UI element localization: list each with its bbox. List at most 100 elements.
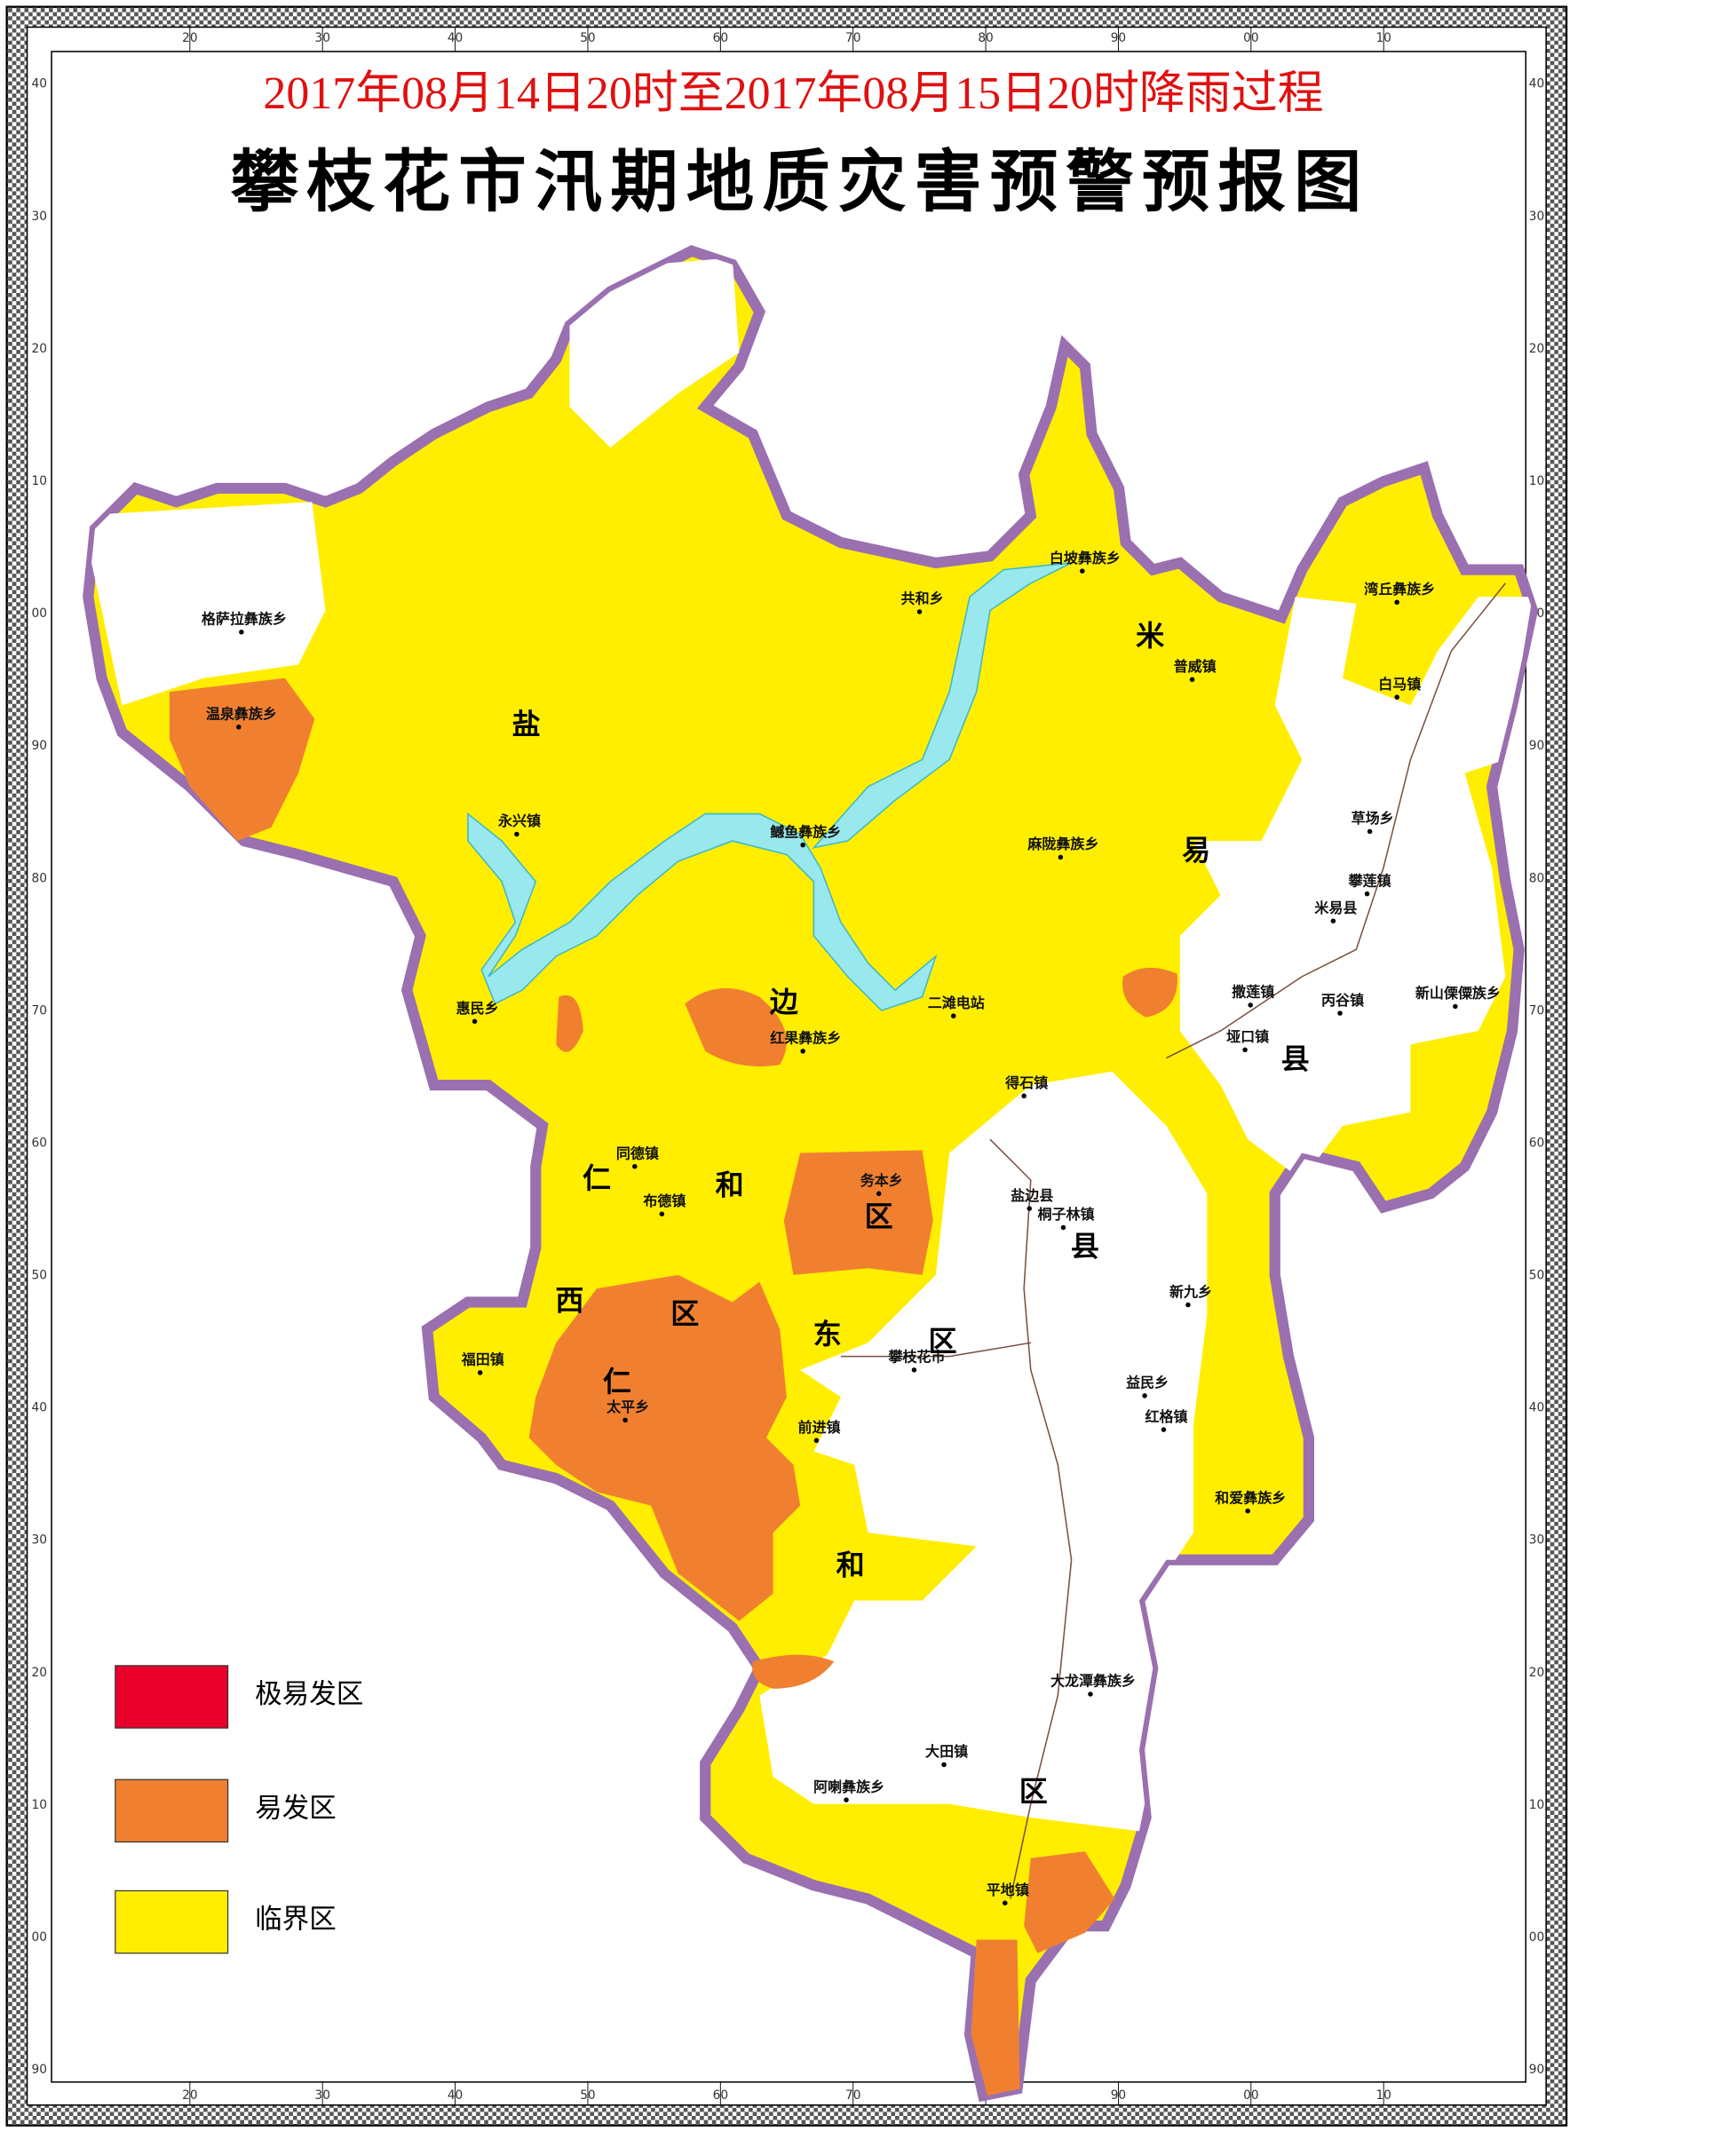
legend-label: 临界区 bbox=[255, 1905, 337, 1936]
place-dot bbox=[1337, 1010, 1343, 1016]
tick-label: 60 bbox=[1529, 1136, 1544, 1150]
place-dot bbox=[1027, 1206, 1033, 1211]
place-dot bbox=[844, 1797, 849, 1802]
tick-label: 30 bbox=[32, 210, 47, 224]
tick-label: 70 bbox=[32, 1003, 47, 1018]
district-label: 东 bbox=[813, 1318, 842, 1351]
place-label: 格萨拉彝族乡 bbox=[202, 611, 287, 628]
place-dot bbox=[1330, 918, 1336, 923]
place-label: 鳡鱼彝族乡 bbox=[770, 823, 841, 840]
place-dot bbox=[236, 725, 242, 730]
tick-label: 00 bbox=[32, 606, 47, 621]
tick-label: 90 bbox=[32, 739, 47, 753]
place-label: 惠民乡 bbox=[456, 1000, 499, 1017]
place-dot bbox=[1364, 891, 1370, 897]
place-dot bbox=[941, 1762, 947, 1768]
district-label: 易 bbox=[1182, 833, 1210, 867]
safe-zone bbox=[88, 502, 326, 706]
tick-label: 20 bbox=[32, 1666, 47, 1680]
safe-zone bbox=[1179, 597, 1533, 1180]
place-dot bbox=[911, 1367, 917, 1373]
tick-label: 20 bbox=[32, 342, 47, 356]
place-label: 红格镇 bbox=[1145, 1408, 1187, 1425]
prone-zone bbox=[971, 1939, 1020, 2096]
place-label: 攀枝花市 bbox=[887, 1349, 945, 1366]
place-label: 新山傈僳族乡 bbox=[1415, 985, 1501, 1002]
district-label: 边 bbox=[770, 985, 799, 1018]
place-dot bbox=[514, 831, 519, 837]
prone-zone bbox=[783, 1150, 933, 1275]
safe-zone bbox=[569, 257, 740, 448]
tick-label: 10 bbox=[1529, 474, 1544, 488]
place-label: 大龙潭彝族乡 bbox=[1050, 1673, 1136, 1690]
safe-zone bbox=[759, 1071, 1208, 1832]
place-dot bbox=[950, 1013, 956, 1018]
legend-label: 易发区 bbox=[255, 1793, 337, 1824]
legend-swatch bbox=[115, 1665, 229, 1729]
place-label: 永兴镇 bbox=[497, 812, 541, 829]
tick-label: 30 bbox=[1529, 210, 1544, 224]
region bbox=[82, 251, 1533, 2096]
district-label: 县 bbox=[1281, 1042, 1310, 1076]
tick-label: 30 bbox=[32, 1533, 47, 1548]
place-label: 湾丘彝族乡 bbox=[1364, 581, 1435, 598]
place-label: 同德镇 bbox=[616, 1145, 659, 1161]
tick-label: 40 bbox=[32, 1401, 47, 1415]
district-label: 区 bbox=[670, 1297, 699, 1331]
place-dot bbox=[472, 1018, 478, 1025]
place-label: 阿喇彝族乡 bbox=[813, 1779, 884, 1795]
district-label: 仁 bbox=[603, 1365, 631, 1398]
prone-zone bbox=[685, 987, 787, 1067]
place-dot bbox=[1189, 677, 1195, 683]
place-dot bbox=[1394, 599, 1399, 605]
place-label: 垭口镇 bbox=[1226, 1028, 1269, 1045]
place-label: 得石镇 bbox=[1004, 1074, 1048, 1091]
place-dot bbox=[800, 1049, 805, 1054]
place-label: 大田镇 bbox=[925, 1743, 968, 1760]
prone-zone bbox=[1024, 1851, 1115, 1953]
place-label: 红果彝族乡 bbox=[770, 1030, 841, 1047]
place-dot bbox=[1060, 1224, 1066, 1231]
prone-zone bbox=[1122, 967, 1177, 1018]
place-label: 白马镇 bbox=[1378, 676, 1421, 693]
tick-label: 60 bbox=[32, 1136, 47, 1150]
place-label: 和爱彝族乡 bbox=[1215, 1489, 1286, 1506]
place-label: 务本乡 bbox=[860, 1172, 903, 1189]
place-label: 普威镇 bbox=[1174, 658, 1217, 675]
tick-label: 00 bbox=[1529, 1930, 1544, 1945]
place-label: 前进镇 bbox=[797, 1419, 840, 1436]
tick-label: 40 bbox=[1529, 1401, 1544, 1415]
place-label: 白坡彝族乡 bbox=[1050, 550, 1121, 566]
zones bbox=[88, 257, 1533, 1832]
tick-label: 50 bbox=[1529, 1269, 1544, 1283]
tick-label: 90 bbox=[1529, 739, 1544, 753]
place-dot bbox=[876, 1191, 882, 1197]
tick-label: 10 bbox=[32, 474, 47, 488]
tick-label: 20 bbox=[1529, 342, 1544, 356]
place-dot bbox=[1242, 1047, 1248, 1053]
tick-label: 80 bbox=[32, 871, 47, 885]
place-label: 新九乡 bbox=[1169, 1283, 1212, 1300]
tick-label: 40 bbox=[1529, 77, 1544, 91]
place-label: 草场乡 bbox=[1352, 810, 1394, 827]
tick-label: 40 bbox=[32, 77, 47, 91]
tick-label: 30 bbox=[1529, 1533, 1544, 1548]
tick-label: 90 bbox=[32, 2063, 47, 2077]
legend-label: 极易发区 bbox=[255, 1679, 363, 1710]
place-dot bbox=[1394, 694, 1399, 700]
place-label: 米易县 bbox=[1314, 899, 1357, 916]
place-dot bbox=[1161, 1427, 1167, 1432]
place-label: 布德镇 bbox=[643, 1192, 686, 1209]
title: 2017年08月14日20时至2017年08月15日20时降雨过程 bbox=[263, 68, 1323, 119]
district-label: 和 bbox=[836, 1548, 865, 1581]
road bbox=[840, 582, 1506, 1899]
prone-zone bbox=[169, 677, 315, 842]
district-label: 盐 bbox=[512, 707, 541, 741]
place-dot bbox=[1453, 1003, 1458, 1010]
tick-label: 10 bbox=[1529, 1798, 1544, 1812]
